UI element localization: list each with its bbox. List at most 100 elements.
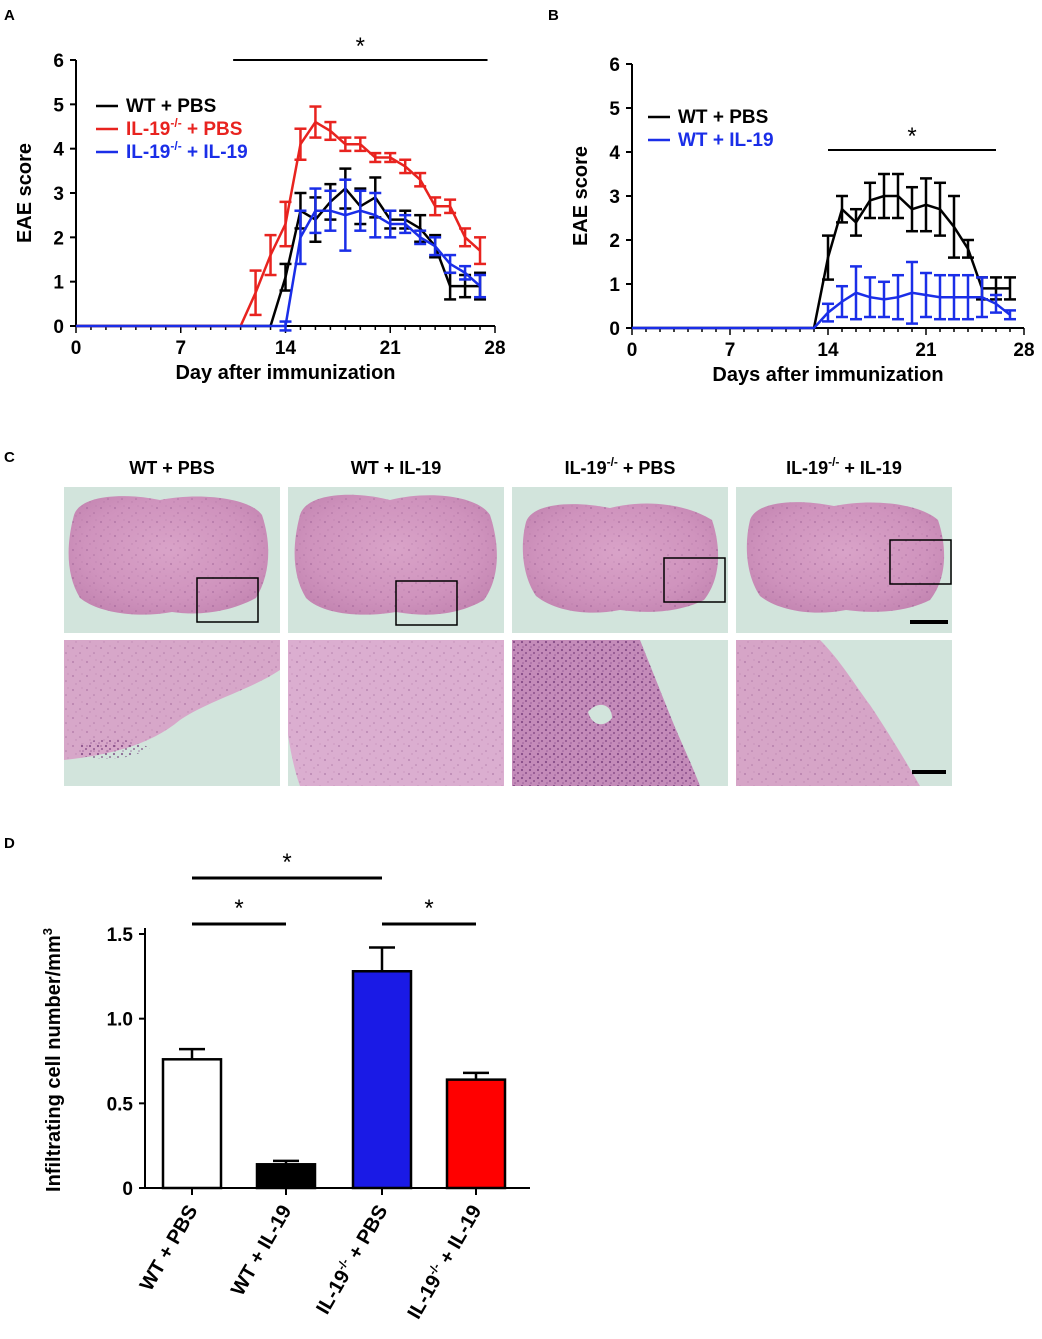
micrograph-top-il19ko-il19 [736, 487, 952, 633]
legend-label-rest: + IL-19 [182, 142, 248, 163]
x-axis-title: Days after immunization [712, 364, 943, 386]
y-tick-label: 6 [609, 55, 620, 76]
x-axis-title: Day after immunization [175, 362, 395, 384]
x-tick-label: 7 [725, 340, 736, 361]
significance-star: * [234, 895, 243, 922]
micrograph-title: WT + PBS [129, 458, 215, 478]
x-tick-label: 7 [175, 338, 186, 359]
y-tick-label: 6 [53, 51, 64, 72]
micrograph-title-sup: -/- [607, 455, 618, 469]
x-tick-label-base: IL-19 [404, 1271, 446, 1322]
y-tick-label: 0 [122, 1179, 133, 1200]
micrograph-top-wt-pbs [64, 487, 280, 633]
y-tick-label: 3 [609, 187, 620, 208]
y-tick-label: 1.5 [107, 925, 134, 946]
micrograph-title: WT + IL-19 [351, 458, 442, 478]
scale-bar-top [910, 620, 948, 624]
legend-label: WT + IL-19 [678, 130, 774, 151]
y-tick-label: 5 [53, 95, 64, 116]
x-tick-label: 28 [484, 338, 505, 359]
significance-star: * [356, 33, 365, 60]
y-tick-label: 4 [609, 143, 620, 164]
y-axis-title-base: Infiltrating cell number/mm [43, 935, 65, 1192]
x-tick-label: IL-19-/- + IL-19 [402, 1201, 487, 1323]
bar [351, 970, 413, 1190]
micrograph-title-sup: -/- [828, 455, 839, 469]
legend-label: IL-19-/- + PBS [126, 116, 242, 140]
series-2 [75, 178, 487, 332]
y-tick-label: 5 [609, 99, 620, 120]
legend-label-base: IL-19 [126, 119, 170, 140]
y-tick-label: 2 [609, 231, 620, 252]
x-tick-label-base: WT + IL-19 [227, 1202, 296, 1300]
legend-label-base: WT + PBS [678, 107, 768, 128]
legend-label: WT + PBS [678, 107, 768, 128]
bar [445, 1078, 507, 1190]
panel-letter-c: C [4, 449, 15, 466]
x-tick-label: IL-19-/- + PBS [311, 1201, 393, 1319]
micrograph-title-base: IL-19 [786, 458, 828, 478]
y-axis-title: EAE score [14, 143, 36, 243]
chart-b: 0 1 2 3 4 5 6 0 7 14 21 28 Days after immunization EA… [570, 55, 1035, 386]
panel-letter-b: B [548, 7, 559, 24]
micrograph-title: IL-19-/- + PBS [565, 455, 676, 478]
legend-label-base: WT + IL-19 [678, 130, 774, 151]
micrograph-top-wt-il19 [288, 487, 504, 633]
y-tick-label: 1.0 [107, 1010, 133, 1031]
y-tick-label: 2 [53, 228, 64, 249]
series-line [632, 291, 1011, 330]
legend-label-sup: -/- [170, 139, 181, 153]
y-axis-title: Infiltrating cell number/mm3 [40, 928, 65, 1192]
legend-label: IL-19-/- + IL-19 [126, 139, 248, 163]
x-tick-label-base: WT + PBS [136, 1202, 203, 1295]
significance-star: * [424, 895, 433, 922]
micrograph-zoom-il19ko-pbs [512, 640, 728, 786]
micrograph-title: IL-19-/- + IL-19 [786, 455, 902, 478]
x-tick-label-rest: + IL-19 [433, 1202, 487, 1273]
micrograph-title-rest: + IL-19 [839, 458, 902, 478]
micrograph-zoom-wt-pbs [64, 640, 280, 786]
x-tick-label: 28 [1013, 340, 1034, 361]
legend-label-base: IL-19 [126, 142, 170, 163]
micrograph-title-rest: + PBS [618, 458, 676, 478]
series-line [76, 209, 481, 328]
series-1 [75, 105, 487, 328]
legend-label: WT + PBS [126, 96, 216, 117]
x-tick-label: 14 [817, 340, 839, 361]
x-tick-label: 0 [71, 338, 82, 359]
x-tick-label: 14 [275, 338, 297, 359]
chart-a: 0 1 2 3 4 5 6 0 7 14 21 28 Day after immunization EAE… [14, 33, 506, 384]
x-tick-label: WT + PBS [136, 1202, 203, 1295]
micrograph-titles: WT + PBS WT + IL-19 IL-19-/- + PBS IL-19-/-… [129, 455, 902, 478]
panel-letter-d: D [4, 835, 15, 852]
panel-letter-a: A [4, 7, 15, 24]
scale-bar-bottom [912, 770, 946, 774]
series-line [76, 186, 481, 328]
x-tick-label: 0 [627, 340, 638, 361]
x-tick-label-rest: + PBS [341, 1202, 392, 1268]
significance-star: * [282, 849, 291, 876]
y-tick-label: 0 [609, 319, 620, 340]
y-axis-title: EAE score [570, 146, 592, 246]
chart-d: 0 0.5 1.0 1.5 Infiltrating cell number/mm3 WT… [40, 849, 530, 1323]
x-tick-label: WT + IL-19 [227, 1202, 296, 1300]
bar [161, 1058, 223, 1190]
micrograph-zoom-wt-il19 [288, 640, 504, 786]
bar [255, 1163, 317, 1190]
micrograph-title-base: IL-19 [565, 458, 607, 478]
x-tick-label: 21 [380, 338, 402, 359]
y-tick-label: 3 [53, 184, 64, 205]
legend-label-rest: + PBS [182, 119, 243, 140]
y-axis-title-sup: 3 [40, 928, 55, 935]
y-tick-label: 1 [609, 275, 620, 296]
legend-label-base: WT + PBS [126, 96, 216, 117]
x-tick-label-base: IL-19 [312, 1267, 354, 1318]
micrograph-title-base: WT + IL-19 [351, 458, 442, 478]
micrograph-title-base: WT + PBS [129, 458, 215, 478]
y-tick-label: 4 [53, 140, 64, 161]
significance-star: * [907, 123, 916, 150]
micrograph-top-il19ko-pbs [512, 487, 728, 633]
legend-label-sup: -/- [170, 116, 181, 130]
x-tick-label: 21 [915, 340, 937, 361]
